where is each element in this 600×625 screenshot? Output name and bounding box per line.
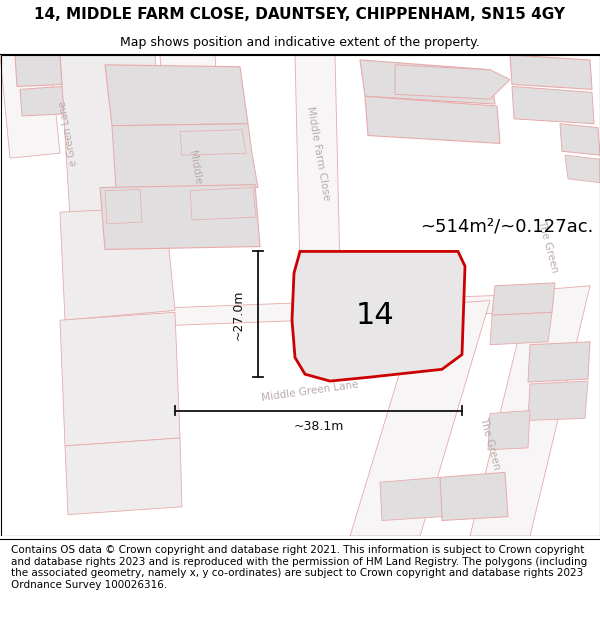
Polygon shape: [292, 251, 465, 381]
Polygon shape: [0, 55, 60, 158]
Polygon shape: [60, 208, 175, 320]
Polygon shape: [105, 65, 248, 126]
Polygon shape: [492, 283, 555, 315]
Text: 14, MIDDLE FARM CLOSE, DAUNTSEY, CHIPPENHAM, SN15 4GY: 14, MIDDLE FARM CLOSE, DAUNTSEY, CHIPPEN…: [35, 8, 566, 22]
Polygon shape: [528, 342, 590, 382]
Polygon shape: [100, 184, 260, 249]
Polygon shape: [512, 86, 594, 124]
Text: The Green: The Green: [478, 416, 502, 471]
Polygon shape: [20, 86, 64, 116]
Text: Middle: Middle: [187, 150, 203, 186]
Polygon shape: [105, 189, 142, 224]
Polygon shape: [65, 438, 182, 514]
Polygon shape: [180, 129, 246, 155]
Text: Middle Green Lane: Middle Green Lane: [261, 379, 359, 402]
Polygon shape: [60, 55, 165, 217]
Polygon shape: [60, 312, 180, 446]
Polygon shape: [528, 381, 588, 421]
Polygon shape: [160, 55, 225, 217]
Text: ~514m²/~0.127ac.: ~514m²/~0.127ac.: [420, 218, 593, 236]
Polygon shape: [490, 312, 552, 345]
Polygon shape: [350, 301, 490, 536]
Text: Middle Farm Close: Middle Farm Close: [305, 106, 331, 201]
Polygon shape: [15, 55, 62, 86]
Polygon shape: [440, 472, 508, 521]
Text: Contains OS data © Crown copyright and database right 2021. This information is : Contains OS data © Crown copyright and d…: [11, 545, 587, 590]
Text: ~27.0m: ~27.0m: [232, 289, 245, 339]
Text: 14: 14: [356, 301, 394, 330]
Polygon shape: [395, 65, 510, 99]
Polygon shape: [565, 155, 600, 182]
Text: The Green: The Green: [536, 219, 560, 274]
Polygon shape: [380, 478, 442, 521]
Polygon shape: [488, 411, 530, 450]
Text: e Green Lane: e Green Lane: [58, 101, 79, 167]
Polygon shape: [360, 60, 495, 104]
Polygon shape: [190, 188, 256, 220]
Polygon shape: [470, 286, 590, 536]
Polygon shape: [112, 124, 258, 191]
Polygon shape: [510, 55, 592, 89]
Polygon shape: [560, 124, 600, 155]
Polygon shape: [365, 96, 500, 143]
Text: Map shows position and indicative extent of the property.: Map shows position and indicative extent…: [120, 36, 480, 49]
Polygon shape: [295, 55, 340, 271]
Polygon shape: [100, 292, 572, 328]
Text: ~38.1m: ~38.1m: [293, 420, 344, 432]
